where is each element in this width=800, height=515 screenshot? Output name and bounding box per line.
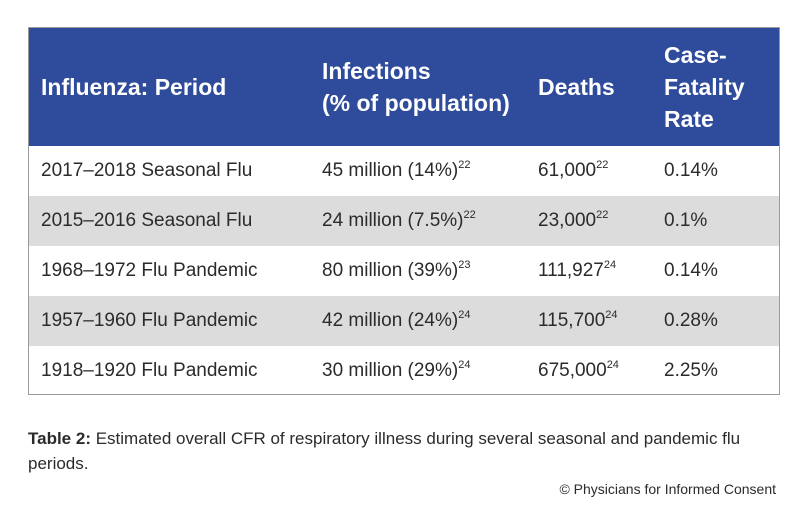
caption-text: Estimated overall CFR of respiratory ill… bbox=[28, 429, 741, 473]
header-cfr-line-2: Fatality bbox=[664, 74, 745, 100]
deaths-value: 61,000 bbox=[538, 160, 597, 181]
table-row: 1918–1920 Flu Pandemic 30 million (29%)2… bbox=[29, 346, 779, 394]
cell-deaths: 61,00022 bbox=[526, 146, 652, 196]
cell-deaths: 23,00022 bbox=[526, 196, 652, 246]
deaths-ref: 22 bbox=[596, 209, 609, 221]
deaths-value: 23,000 bbox=[538, 210, 597, 231]
cell-cfr: 0.14% bbox=[664, 260, 718, 281]
table-row: 1957–1960 Flu Pandemic 42 million (24%)2… bbox=[29, 296, 779, 346]
deaths-ref: 24 bbox=[603, 259, 617, 271]
copyright-credit: © Physicians for Informed Consent bbox=[559, 481, 776, 497]
cell-infections: 80 million (39%)23 bbox=[310, 246, 526, 296]
infections-ref: 24 bbox=[458, 309, 471, 321]
header-infections-line-1: Infections bbox=[322, 58, 431, 84]
header-infections: Infections (% of population) bbox=[310, 28, 526, 146]
header-deaths: Deaths bbox=[526, 28, 652, 146]
deaths-ref: 24 bbox=[606, 359, 619, 371]
infections-value: 24 million (7.5%) bbox=[322, 210, 464, 231]
header-deaths-line: Deaths bbox=[538, 74, 615, 100]
flu-cfr-table: Influenza: Period Infections (% of popul… bbox=[28, 27, 780, 395]
table-row: 1968–1972 Flu Pandemic 80 million (39%)2… bbox=[29, 246, 779, 296]
infections-ref: 23 bbox=[458, 259, 471, 271]
infections-value: 80 million (39%) bbox=[322, 260, 459, 281]
cell-deaths: 111,92724 bbox=[526, 246, 652, 296]
infections-value: 45 million (14%) bbox=[322, 160, 459, 181]
deaths-value: 111,927 bbox=[538, 260, 604, 281]
infections-value: 42 million (24%) bbox=[322, 310, 459, 331]
header-cfr-line-3: Rate bbox=[664, 106, 714, 132]
cell-period: 1918–1920 Flu Pandemic bbox=[41, 360, 258, 381]
cell-infections: 45 million (14%)22 bbox=[310, 146, 526, 196]
infections-value: 30 million (29%) bbox=[322, 360, 459, 381]
deaths-value: 115,700 bbox=[538, 310, 606, 331]
cell-period: 2017–2018 Seasonal Flu bbox=[41, 160, 253, 181]
cell-infections: 24 million (7.5%)22 bbox=[310, 196, 526, 246]
header-cfr: Case- Fatality Rate bbox=[652, 28, 779, 146]
deaths-value: 675,000 bbox=[538, 360, 607, 381]
deaths-ref: 24 bbox=[605, 309, 618, 321]
table-header-row: Influenza: Period Infections (% of popul… bbox=[29, 28, 779, 146]
cell-infections: 42 million (24%)24 bbox=[310, 296, 526, 346]
cell-period: 1957–1960 Flu Pandemic bbox=[41, 310, 258, 331]
cell-deaths: 675,00024 bbox=[526, 346, 652, 394]
cell-cfr: 0.28% bbox=[664, 310, 718, 331]
cell-cfr: 0.1% bbox=[664, 210, 708, 231]
cell-infections: 30 million (29%)24 bbox=[310, 346, 526, 394]
header-cfr-line-1: Case- bbox=[664, 42, 727, 68]
cell-cfr: 0.14% bbox=[664, 160, 718, 181]
header-period: Influenza: Period bbox=[29, 28, 310, 146]
table-row: 2017–2018 Seasonal Flu 45 million (14%)2… bbox=[29, 146, 779, 196]
infections-ref: 24 bbox=[458, 359, 471, 371]
header-infections-line-2: (% of population) bbox=[322, 90, 510, 116]
cell-deaths: 115,70024 bbox=[526, 296, 652, 346]
cell-period: 2015–2016 Seasonal Flu bbox=[41, 210, 253, 231]
table-row: 2015–2016 Seasonal Flu 24 million (7.5%)… bbox=[29, 196, 779, 246]
caption-label: Table 2: bbox=[28, 429, 91, 448]
cell-period: 1968–1972 Flu Pandemic bbox=[41, 260, 258, 281]
header-period-line: Influenza: Period bbox=[41, 74, 227, 100]
infections-ref: 22 bbox=[463, 209, 476, 221]
table-caption: Table 2: Estimated overall CFR of respir… bbox=[28, 426, 780, 476]
cell-cfr: 2.25% bbox=[664, 360, 718, 381]
infections-ref: 22 bbox=[458, 159, 471, 171]
deaths-ref: 22 bbox=[596, 159, 609, 171]
